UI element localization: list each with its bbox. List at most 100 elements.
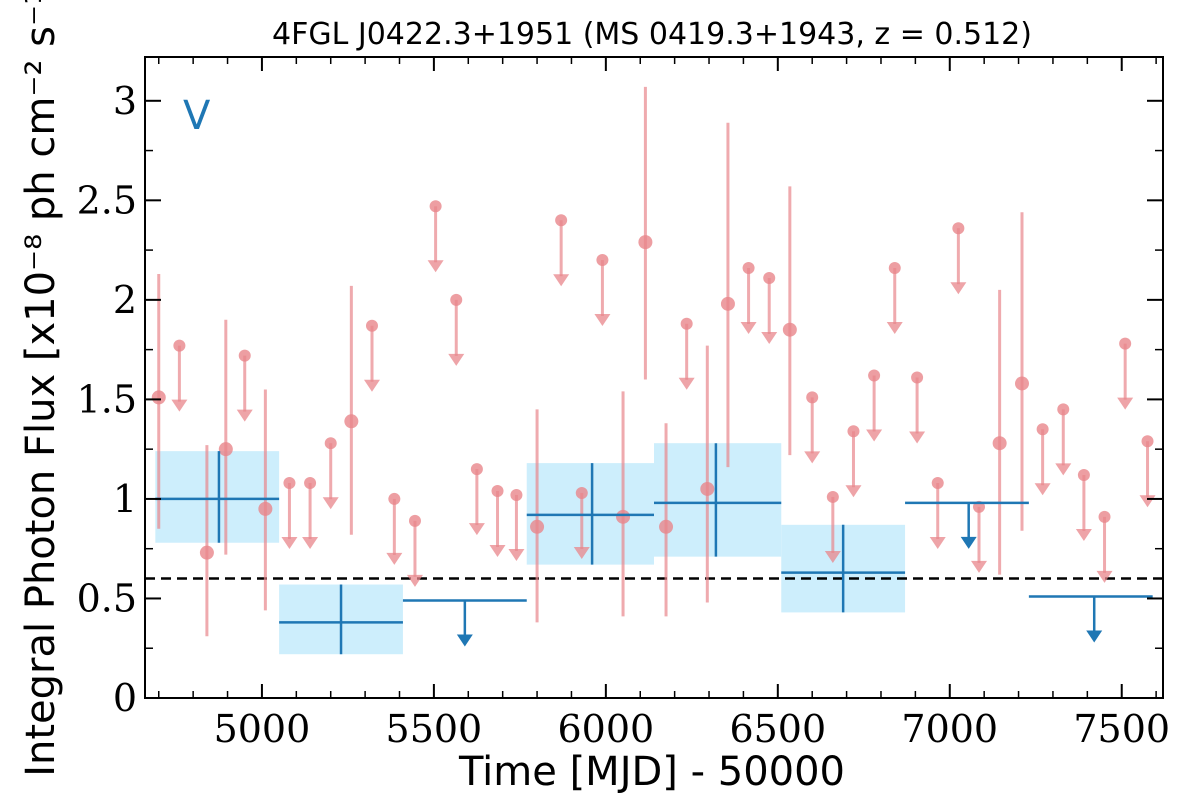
- long-bin-limit-arrowhead: [456, 634, 473, 647]
- upper-limit-arrowhead: [866, 429, 883, 442]
- upper-limit-arrowhead: [1075, 529, 1092, 542]
- detection-point: [992, 436, 1007, 451]
- detection-point: [218, 442, 233, 457]
- detection-point: [530, 519, 545, 534]
- upper-limit-arrowhead: [1034, 483, 1051, 496]
- x-tick-label: 6000: [557, 707, 654, 751]
- uncertainty-band: [155, 451, 280, 543]
- upper-limit-arrowhead: [448, 353, 465, 366]
- upper-limit-arrowhead: [1117, 397, 1134, 410]
- long-bin-uncertainty-bands: [155, 443, 906, 655]
- x-tick-label: 6500: [729, 707, 826, 751]
- upper-limit-point: [470, 463, 483, 476]
- upper-limit-point: [173, 339, 186, 352]
- y-tick-label: 2: [113, 278, 137, 322]
- detection-point: [638, 235, 653, 250]
- upper-limit-arrowhead: [363, 379, 380, 392]
- detection-point: [258, 501, 273, 516]
- upper-limit-arrowhead: [1096, 570, 1113, 583]
- upper-limit-point: [1119, 337, 1132, 350]
- upper-limit-point: [238, 349, 251, 362]
- upper-limit-arrowhead: [406, 574, 423, 587]
- upper-limit-arrowhead: [971, 560, 988, 573]
- upper-limit-point: [931, 477, 944, 490]
- upper-limit-point: [888, 262, 901, 275]
- upper-limit-point: [952, 222, 965, 235]
- upper-limit-arrowhead: [508, 548, 525, 561]
- y-tick-label: 1: [113, 477, 137, 521]
- upper-limit-arrowhead: [322, 497, 339, 510]
- uncertainty-band: [654, 443, 782, 557]
- detection-point: [720, 296, 735, 311]
- axes: 5000 5500 6000 6500 7000 7500 0 0.5 1 1.5 2 2.5 3: [77, 56, 1170, 751]
- upper-limit-arrowhead: [804, 451, 821, 464]
- upper-limit-arrowhead: [1055, 463, 1072, 476]
- chart-title: 4FGL J0422.3+1951 (MS 0419.3+1943, z = 0…: [272, 17, 1032, 52]
- upper-limit-point: [1098, 510, 1111, 523]
- upper-limit-point: [408, 514, 421, 527]
- detection-point: [782, 322, 797, 337]
- upper-limit-point: [555, 214, 568, 227]
- detection-point: [199, 545, 214, 560]
- upper-limit-point: [742, 262, 755, 275]
- y-axis-label: Integral Photon Flux [x10⁻⁸ ph cm⁻² s⁻¹]: [18, 0, 64, 777]
- x-tick-label: 5000: [214, 707, 311, 751]
- upper-limit-arrowhead: [761, 331, 778, 344]
- long-bin-limit-arrowhead: [960, 536, 977, 549]
- upper-limit-arrowhead: [740, 322, 757, 335]
- x-tick-label: 7500: [1073, 707, 1170, 751]
- upper-limit-arrowhead: [678, 377, 695, 390]
- upper-limit-arrowhead: [950, 282, 967, 295]
- upper-limit-point: [1077, 469, 1090, 482]
- x-tick-label: 5500: [386, 707, 483, 751]
- upper-limit-point: [596, 254, 609, 267]
- upper-limit-arrowhead: [845, 485, 862, 498]
- long-bin-limit-arrowhead: [1086, 630, 1103, 643]
- upper-limit-arrowhead: [281, 537, 298, 550]
- detection-point: [151, 390, 166, 405]
- detection-point: [1014, 376, 1029, 391]
- detection-point: [700, 481, 715, 496]
- upper-limit-arrowhead: [427, 260, 444, 273]
- upper-limit-point: [304, 477, 317, 490]
- upper-limit-arrowhead: [573, 546, 590, 559]
- upper-limit-arrowhead: [302, 537, 319, 550]
- y-tick-label: 3: [113, 79, 137, 123]
- upper-limit-arrowhead: [553, 274, 570, 287]
- upper-limit-point: [911, 371, 924, 384]
- upper-limit-point: [324, 437, 337, 450]
- upper-limit-point: [365, 319, 378, 332]
- detection-point: [659, 519, 674, 534]
- panel-label: V: [183, 93, 211, 139]
- upper-limit-point: [1036, 423, 1049, 436]
- upper-limit-point: [868, 369, 881, 382]
- y-tick-label: 2.5: [77, 178, 137, 222]
- upper-limit-arrowhead: [929, 537, 946, 550]
- x-axis-label: Time [MJD] - 50000: [458, 749, 845, 795]
- upper-limit-point: [510, 488, 523, 501]
- upper-limit-arrowhead: [824, 550, 841, 563]
- upper-limit-arrowhead: [489, 544, 506, 557]
- upper-limit-arrowhead: [468, 523, 485, 536]
- plot-frame: [144, 56, 1164, 699]
- upper-limit-arrowhead: [886, 322, 903, 335]
- upper-limit-point: [450, 293, 463, 306]
- detection-point: [616, 509, 631, 524]
- upper-limit-point: [763, 271, 776, 284]
- upper-limit-point: [806, 391, 819, 404]
- x-tick-label: 7000: [901, 707, 998, 751]
- upper-limit-point: [847, 425, 860, 438]
- y-tick-label: 1.5: [77, 377, 137, 421]
- upper-limit-point: [429, 200, 442, 213]
- upper-limit-arrowhead: [594, 314, 611, 327]
- upper-limit-point: [575, 486, 588, 499]
- long-bin-markers: [155, 443, 1153, 655]
- y-tick-label: 0.5: [77, 576, 137, 620]
- upper-limit-point: [826, 490, 839, 503]
- detection-point: [344, 414, 359, 429]
- upper-limit-arrowhead: [386, 552, 403, 565]
- upper-limit-point: [388, 492, 401, 505]
- upper-limit-point: [491, 484, 504, 497]
- upper-limit-arrowhead: [1139, 495, 1156, 508]
